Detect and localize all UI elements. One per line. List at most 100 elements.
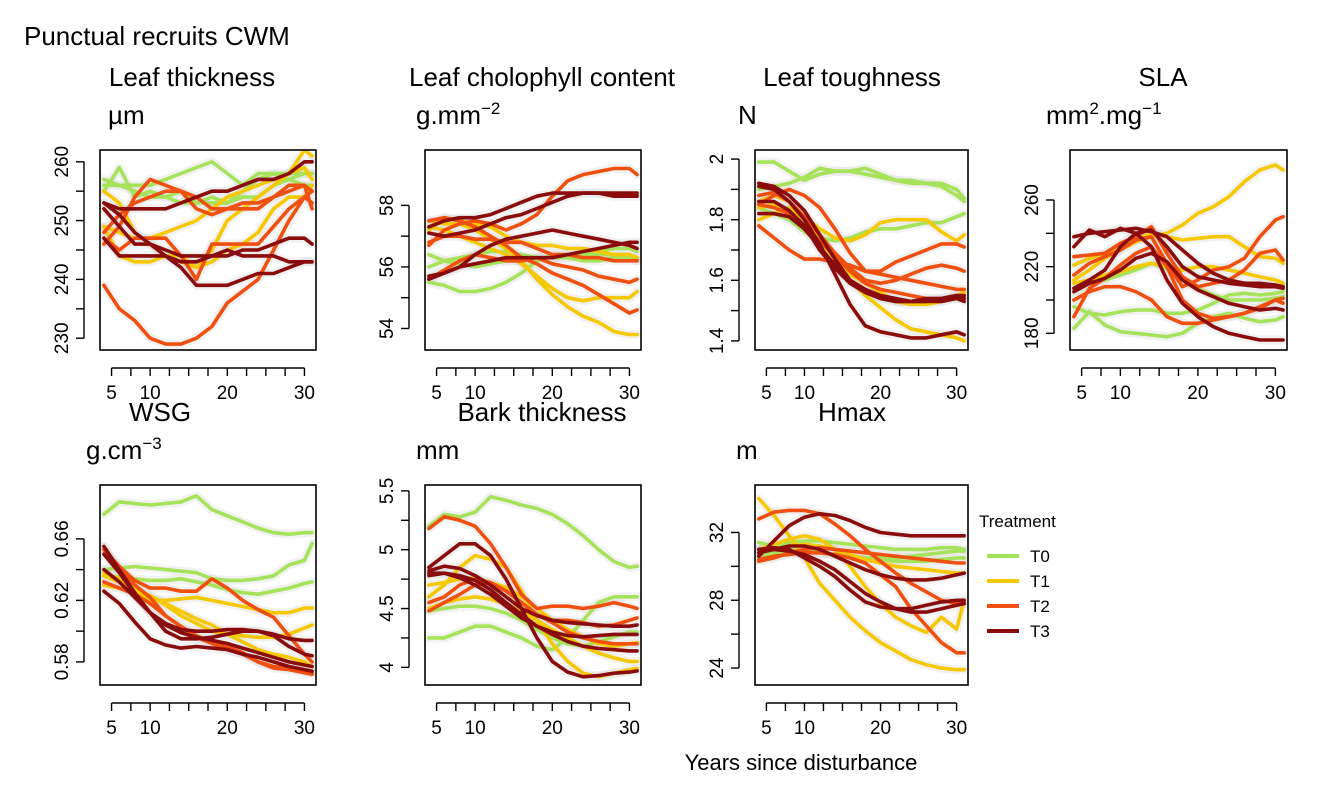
series-line-T0 bbox=[102, 493, 314, 537]
series-line-T3 bbox=[427, 228, 639, 282]
x-tick-label: 30 bbox=[1265, 383, 1286, 404]
series-line-T3 bbox=[102, 589, 314, 674]
series-line-T3 bbox=[427, 191, 639, 229]
x-tick-label: 10 bbox=[794, 718, 815, 739]
plot-frame bbox=[424, 484, 642, 686]
series-line-T0 bbox=[427, 594, 639, 652]
legend-item-T3: T3 bbox=[987, 622, 1050, 641]
x-tick-label: 30 bbox=[946, 718, 967, 739]
x-axis: 5 10 20 30 bbox=[431, 702, 640, 739]
x-axis: 5 10 20 30 bbox=[1076, 367, 1286, 404]
panel-2: Leaf cholophyll content g.mm−2 5 10 20 30 54 56… bbox=[377, 62, 676, 404]
x-tick-label: 10 bbox=[465, 718, 486, 739]
y-tick-label: 5 bbox=[377, 544, 398, 555]
series-line-T3 bbox=[756, 181, 967, 304]
series-line-T3 bbox=[102, 160, 314, 211]
figure-title: Punctual recruits CWM bbox=[24, 21, 290, 51]
series-line-T2 bbox=[102, 183, 314, 235]
series-line-T0 bbox=[756, 166, 967, 201]
series-line-T0 bbox=[756, 205, 967, 243]
x-tick-label: 20 bbox=[542, 383, 563, 404]
unit-text: mm bbox=[1046, 100, 1089, 130]
panel-title: Leaf cholophyll content bbox=[409, 62, 676, 92]
panel-title: Leaf toughness bbox=[763, 62, 941, 92]
x-tick-label: 30 bbox=[294, 718, 315, 739]
plot-frame bbox=[754, 484, 969, 686]
x-tick-label: 30 bbox=[619, 383, 640, 404]
unit-text: mm bbox=[416, 435, 459, 465]
y-tick-label: 1.6 bbox=[707, 267, 728, 293]
x-tick-label: 20 bbox=[542, 718, 563, 739]
y-tick-label: 56 bbox=[377, 256, 398, 277]
legend-item-T0: T0 bbox=[987, 547, 1050, 566]
panel-title: Leaf thickness bbox=[109, 62, 275, 92]
series-line-T2 bbox=[1072, 224, 1285, 289]
x-tick-label: 10 bbox=[1110, 383, 1131, 404]
unit-label: mm2.mg−1 bbox=[1046, 99, 1162, 130]
y-tick-label: 0.62 bbox=[52, 582, 73, 619]
series-line-T3 bbox=[427, 571, 639, 639]
y-axis: 1.4 1.6 1.8 2 bbox=[707, 154, 740, 354]
series-line-T3 bbox=[1072, 228, 1285, 291]
series-line-T2 bbox=[102, 189, 314, 346]
x-tick-label: 20 bbox=[870, 718, 891, 739]
series-line-T2 bbox=[102, 547, 314, 664]
y-tick-label: 54 bbox=[377, 317, 398, 339]
series-line-T3 bbox=[1072, 226, 1285, 342]
y-tick-label: 0.58 bbox=[52, 643, 73, 680]
series-group bbox=[425, 164, 641, 340]
series-line-T3 bbox=[756, 547, 967, 614]
x-tick-label: 5 bbox=[431, 718, 442, 739]
x-axis: 5 10 20 30 bbox=[761, 702, 967, 739]
x-tick-label: 20 bbox=[217, 383, 238, 404]
plot-frame bbox=[99, 484, 317, 686]
series-line-T3 bbox=[427, 564, 639, 629]
series-line-T3 bbox=[756, 211, 967, 304]
series-line-T3 bbox=[427, 191, 639, 238]
y-axis: 180 220 260 bbox=[1022, 184, 1055, 349]
series-line-T2 bbox=[427, 234, 639, 263]
series-line-T3 bbox=[427, 541, 639, 679]
series-line-T0 bbox=[427, 494, 639, 570]
series-line-T0 bbox=[756, 160, 967, 204]
series-line-T0 bbox=[1072, 289, 1285, 317]
legend-items: T0 T1 T2 T3 bbox=[987, 547, 1050, 641]
series-line-T0 bbox=[102, 573, 314, 597]
series-line-T3 bbox=[756, 511, 967, 559]
x-axis-label: Years since disturbance bbox=[685, 750, 918, 775]
series-group bbox=[755, 157, 968, 346]
unit-text: g.cm bbox=[86, 435, 142, 465]
unit-label: N bbox=[738, 100, 757, 130]
unit-label: mm bbox=[416, 435, 459, 465]
series-group bbox=[755, 494, 968, 675]
unit-exponent-2: −1 bbox=[1142, 99, 1161, 118]
series-line-T1 bbox=[756, 533, 967, 635]
legend-label: T3 bbox=[1030, 622, 1050, 641]
series-line-T3 bbox=[102, 207, 314, 258]
x-tick-label: 30 bbox=[294, 383, 315, 404]
panel-title: Hmax bbox=[818, 397, 886, 427]
series-line-T1 bbox=[427, 219, 639, 337]
x-axis: 5 10 20 30 bbox=[761, 367, 967, 404]
x-tick-label: 10 bbox=[140, 718, 161, 739]
series-line-T1 bbox=[427, 594, 639, 664]
panel-5: WSG g.cm−3 5 10 20 30 0.58 0.62 0.66 bbox=[52, 397, 317, 739]
y-axis: 24 28 32 bbox=[707, 522, 740, 679]
plot-frame bbox=[99, 149, 317, 351]
y-tick-label: 230 bbox=[52, 322, 73, 354]
x-axis: 5 10 20 30 bbox=[106, 702, 315, 739]
series-line-T2 bbox=[756, 508, 967, 606]
unit-label: g.mm−2 bbox=[416, 99, 500, 130]
plot-frame bbox=[754, 149, 969, 351]
y-tick-label: 0.66 bbox=[52, 520, 73, 557]
series-line-T3 bbox=[1072, 226, 1285, 289]
y-tick-label: 1.8 bbox=[707, 206, 728, 232]
unit-exponent: 2 bbox=[1089, 99, 1098, 118]
legend-item-T2: T2 bbox=[987, 597, 1050, 616]
legend-label: T1 bbox=[1030, 572, 1050, 591]
unit-label: m bbox=[736, 435, 758, 465]
